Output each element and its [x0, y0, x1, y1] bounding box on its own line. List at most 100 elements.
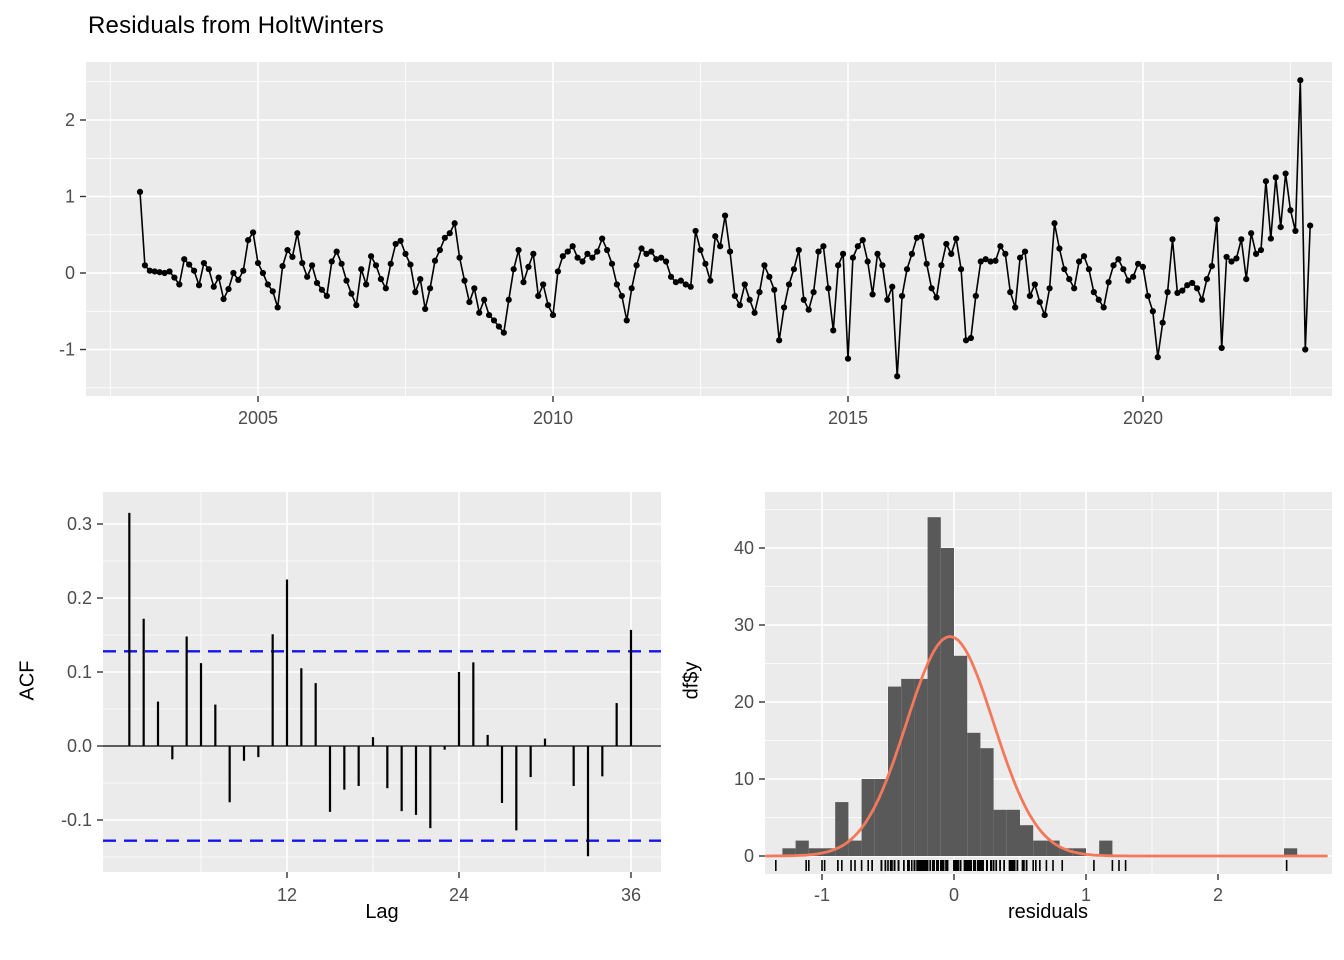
- residual-point: [761, 262, 768, 269]
- hist-bar: [795, 840, 809, 856]
- residual-point: [1056, 245, 1063, 252]
- hist-bar: [901, 678, 915, 856]
- residual-point: [957, 266, 965, 273]
- residual-point: [535, 292, 542, 300]
- residual-point: [254, 259, 262, 267]
- residual-point: [146, 267, 153, 274]
- residual-point: [780, 304, 788, 311]
- x-tick-label: 24: [449, 885, 469, 905]
- hist-bar: [927, 517, 941, 856]
- residual-point: [692, 227, 699, 235]
- residual-point: [1071, 285, 1078, 292]
- residual-point: [623, 317, 630, 324]
- y-tick-label: -0.1: [61, 810, 92, 830]
- residual-point: [313, 279, 321, 287]
- residual-point: [1307, 222, 1314, 229]
- residual-point: [731, 292, 739, 300]
- residual-point: [500, 329, 507, 336]
- residual-point: [884, 296, 891, 303]
- y-tick-label: 10: [734, 769, 754, 789]
- residual-point: [294, 230, 301, 237]
- residual-point: [190, 267, 198, 274]
- residual-point: [849, 254, 857, 261]
- residual-point: [186, 261, 193, 268]
- residual-point: [584, 250, 591, 257]
- acf-x-axis-label: Lag: [365, 901, 399, 923]
- residual-point: [1243, 276, 1250, 283]
- residual-point: [436, 246, 444, 254]
- residual-point: [1198, 296, 1206, 303]
- residual-point: [953, 235, 960, 242]
- residual-point: [1051, 220, 1058, 227]
- residual-point: [682, 281, 689, 288]
- hist-bar: [940, 548, 954, 856]
- residual-point: [377, 276, 385, 283]
- hist-y-axis-label: df$y: [680, 661, 703, 700]
- residual-point: [1120, 266, 1127, 273]
- residual-point: [328, 258, 335, 265]
- x-tick-label: 12: [277, 885, 297, 905]
- residual-point: [898, 292, 906, 300]
- residual-point: [1159, 319, 1166, 326]
- residual-point: [171, 274, 178, 281]
- residual-point: [156, 269, 163, 276]
- residual-point: [653, 256, 660, 263]
- residual-point: [210, 283, 217, 290]
- residual-point: [825, 285, 832, 292]
- residual-point: [667, 273, 675, 280]
- residual-point: [923, 260, 930, 267]
- residual-point: [864, 258, 871, 265]
- residual-point: [741, 281, 748, 288]
- residual-point: [343, 277, 350, 284]
- residual-point: [943, 240, 950, 248]
- residual-point: [721, 212, 729, 219]
- residual-point: [426, 285, 434, 292]
- residual-point: [1252, 250, 1260, 257]
- residual-point: [505, 296, 512, 303]
- residual-point: [269, 288, 276, 295]
- residual-point: [476, 309, 483, 316]
- residual-point: [284, 246, 291, 254]
- residual-point: [766, 273, 773, 280]
- residual-point: [613, 281, 621, 288]
- residual-point: [997, 243, 1004, 250]
- residual-point: [820, 243, 827, 250]
- residual-point: [1248, 230, 1255, 237]
- residual-point: [1066, 276, 1073, 283]
- residual-point: [353, 302, 360, 309]
- residual-point: [530, 250, 537, 257]
- residual-point: [972, 292, 979, 300]
- residual-point: [1012, 304, 1019, 311]
- residual-point: [1238, 236, 1245, 243]
- x-tick-label: 2020: [1123, 408, 1163, 428]
- acf-panel: 12 24 36 0.3 0.2 0.1 0.0 -0.1: [61, 492, 661, 905]
- residual-point: [1272, 174, 1279, 181]
- residual-point: [1302, 346, 1309, 353]
- residual-point: [913, 234, 920, 241]
- residual-point: [274, 304, 281, 311]
- residual-point: [1257, 246, 1265, 254]
- residual-point: [205, 266, 212, 273]
- residual-point: [431, 257, 439, 264]
- residual-point: [161, 269, 168, 277]
- residual-point: [456, 254, 463, 261]
- residual-point: [318, 286, 326, 293]
- residual-point: [938, 262, 945, 269]
- residual-point: [1007, 289, 1014, 296]
- hist-x-axis-label: residuals: [1007, 901, 1089, 923]
- residual-point: [992, 257, 999, 264]
- residual-point: [1184, 282, 1191, 289]
- y-tick-label: 1: [65, 187, 75, 207]
- residual-point: [810, 289, 817, 296]
- residual-point: [249, 229, 257, 236]
- hist-bar: [954, 655, 968, 856]
- acf-y-axis-label: ACF: [16, 660, 39, 701]
- residual-point: [1287, 207, 1294, 214]
- hist-bar: [967, 732, 981, 856]
- residual-point: [903, 266, 911, 273]
- residual-point: [1115, 256, 1122, 263]
- residual-point: [648, 248, 655, 255]
- residual-point: [1105, 279, 1112, 286]
